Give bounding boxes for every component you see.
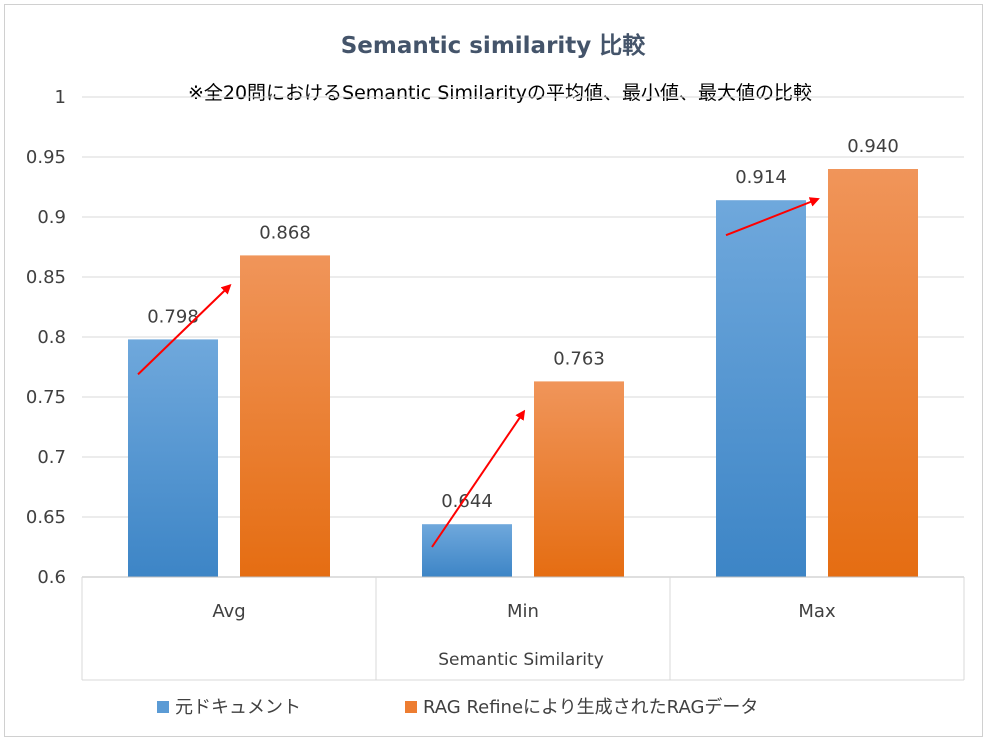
- chart-frame: Semantic similarity 比較 ※全20問におけるSemantic…: [4, 4, 983, 737]
- y-tick-label: 0.95: [26, 147, 66, 168]
- y-tick-label: 0.7: [37, 447, 66, 468]
- y-tick-label: 0.6: [37, 567, 66, 588]
- y-axis-tick-labels: 0.6 0.65 0.7 0.75 0.8 0.85 0.9 0.95 1: [26, 87, 66, 588]
- x-tick-label: Min: [507, 601, 539, 622]
- trend-arrow: [725, 197, 820, 237]
- bar-original-doc: [422, 524, 512, 577]
- data-label: 0.914: [735, 167, 787, 188]
- y-tick-label: 0.9: [37, 207, 66, 228]
- bar-rag-refine: [534, 381, 624, 577]
- data-label: 0.940: [847, 136, 899, 157]
- data-labels: 0.798 0.868 0.644 0.763 0.914 0.940: [147, 136, 899, 512]
- bars: [128, 169, 918, 577]
- x-axis: Avg Min Max: [81, 576, 965, 681]
- gridlines: [82, 96, 964, 578]
- y-tick-label: 1: [55, 87, 66, 108]
- y-tick-label: 0.8: [37, 327, 66, 348]
- chart-subtitle: ※全20問におけるSemantic Similarityの平均値、最小値、最大値…: [188, 82, 812, 104]
- legend-swatch-rag-refine: [405, 701, 417, 713]
- bar-chart: Semantic similarity 比較 ※全20問におけるSemantic…: [26, 32, 965, 718]
- x-axis-title: Semantic Similarity: [438, 650, 604, 670]
- bar-original-doc: [128, 339, 218, 577]
- bar-rag-refine: [828, 169, 918, 577]
- legend-swatch-original-doc: [157, 701, 169, 713]
- trend-arrows: [137, 197, 820, 548]
- y-tick-label: 0.85: [26, 267, 66, 288]
- trend-arrow: [431, 409, 526, 548]
- bar-original-doc: [716, 200, 806, 577]
- data-label: 0.644: [441, 491, 493, 512]
- data-label: 0.763: [553, 348, 605, 369]
- x-tick-label: Avg: [212, 601, 245, 622]
- chart-title: Semantic similarity 比較: [341, 32, 647, 59]
- data-label: 0.798: [147, 306, 199, 327]
- legend-label: RAG Refineにより生成されたRAGデータ: [423, 697, 758, 718]
- legend-label: 元ドキュメント: [175, 697, 301, 718]
- legend: 元ドキュメント RAG Refineにより生成されたRAGデータ: [157, 697, 758, 718]
- data-label: 0.868: [259, 222, 311, 243]
- trend-arrow: [137, 284, 232, 376]
- x-tick-label: Max: [798, 601, 836, 622]
- bar-rag-refine: [240, 255, 330, 577]
- y-tick-label: 0.65: [26, 507, 66, 528]
- y-tick-label: 0.75: [26, 387, 66, 408]
